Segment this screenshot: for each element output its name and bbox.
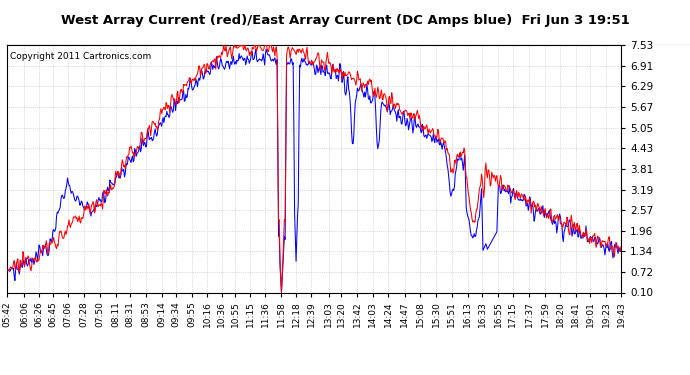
Text: Copyright 2011 Cartronics.com: Copyright 2011 Cartronics.com	[10, 53, 151, 62]
Text: West Array Current (red)/East Array Current (DC Amps blue)  Fri Jun 3 19:51: West Array Current (red)/East Array Curr…	[61, 14, 629, 27]
